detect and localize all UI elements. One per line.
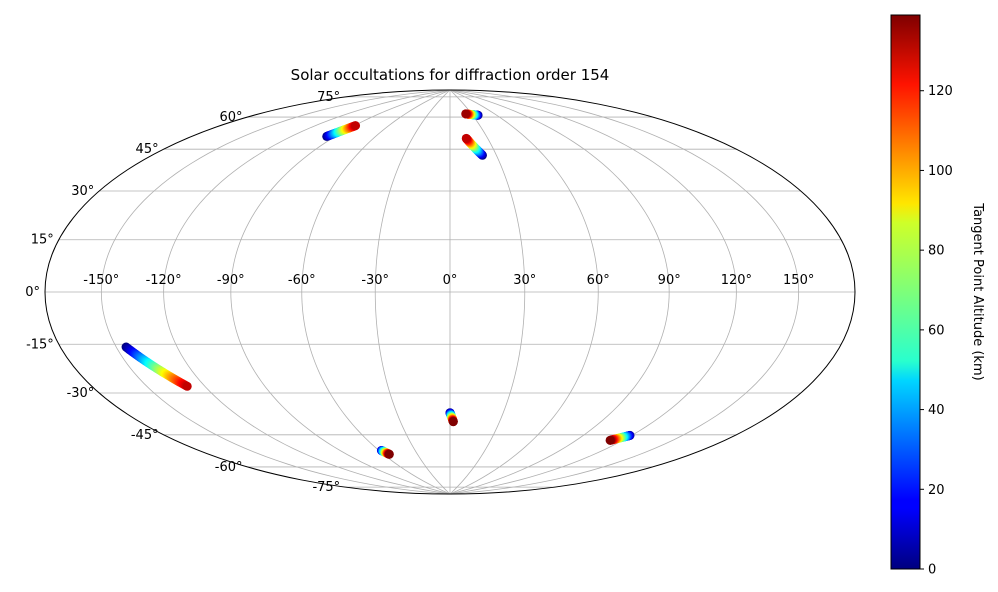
- chart-title: Solar occultations for diffraction order…: [291, 66, 610, 84]
- occultation-points: [121, 109, 635, 459]
- lon-tick-label: -30°: [361, 273, 389, 288]
- colorbar-label: Tangent Point Altitude (km): [970, 202, 985, 380]
- colorbar-tick-label: 40: [928, 403, 945, 418]
- colorbar-ticks: 0 20 40 60 80 100 120: [920, 84, 953, 578]
- lat-tick-label: 75°: [317, 90, 340, 105]
- lat-tick-label: -15°: [26, 337, 54, 352]
- data-point: [384, 449, 394, 459]
- colorbar-tick-label: 20: [928, 483, 945, 498]
- data-point: [461, 133, 471, 143]
- lat-tick-label: -60°: [215, 460, 243, 475]
- lon-tick-label: -60°: [288, 273, 316, 288]
- lat-tick-label: 60°: [219, 110, 242, 125]
- lon-tick-label: 150°: [783, 273, 814, 288]
- colorbar-tick-label: 100: [928, 164, 953, 179]
- lon-tick-label: 90°: [658, 273, 681, 288]
- data-point: [461, 109, 471, 119]
- lat-tick-label: 15°: [31, 233, 54, 248]
- lon-tick-labels: -150° -120° -90° -60° -30° 0° 30° 60° 90° 120° 150…: [83, 273, 814, 288]
- colorbar-tick-label: 0: [928, 563, 936, 578]
- lon-tick-label: 0°: [443, 273, 458, 288]
- lon-tick-label: -120°: [146, 273, 182, 288]
- colorbar-tick-label: 80: [928, 244, 945, 259]
- lon-tick-label: 30°: [513, 273, 536, 288]
- map-boundary: [44, 89, 856, 495]
- lon-tick-label: -150°: [83, 273, 119, 288]
- lat-tick-label: -45°: [131, 428, 159, 443]
- lon-tick-label: 60°: [587, 273, 610, 288]
- lat-tick-label: 30°: [71, 184, 94, 199]
- colorbar-tick-label: 120: [928, 84, 953, 99]
- data-point: [182, 381, 192, 391]
- graticule: [45, 89, 855, 495]
- lat-tick-labels: -75° -60° -45° -30° -15° 0° 15° 30° 45° 60° 75°: [25, 90, 340, 495]
- data-point: [605, 435, 615, 445]
- lat-tick-label: 0°: [25, 285, 40, 300]
- colorbar-gradient: [890, 14, 921, 570]
- colorbar-tick-label: 60: [928, 323, 945, 338]
- lon-tick-label: 120°: [721, 273, 752, 288]
- data-point: [448, 417, 458, 427]
- colorbar: 0 20 40 60 80 100 120 Tangent Point Altitude (…: [890, 14, 985, 578]
- lat-tick-label: -30°: [67, 386, 95, 401]
- data-point: [351, 121, 361, 131]
- lat-tick-label: -75°: [312, 480, 340, 495]
- lat-tick-label: 45°: [136, 142, 159, 157]
- lon-tick-label: -90°: [217, 273, 245, 288]
